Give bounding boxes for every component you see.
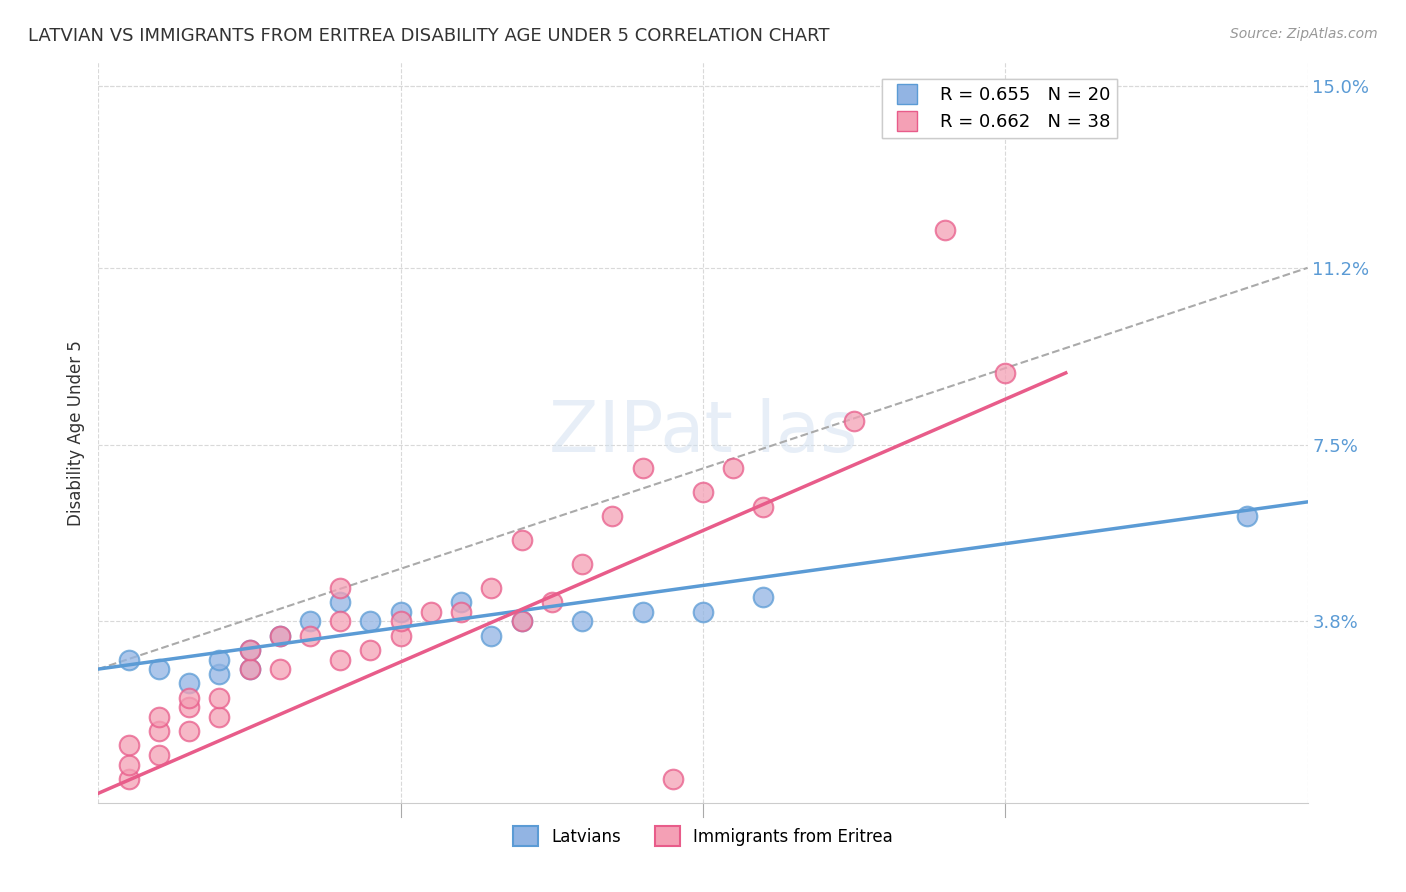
Text: Source: ZipAtlas.com: Source: ZipAtlas.com — [1230, 27, 1378, 41]
Point — [179, 700, 201, 714]
Y-axis label: Disability Age Under 5: Disability Age Under 5 — [66, 340, 84, 525]
Point — [661, 772, 683, 786]
Point — [752, 591, 775, 605]
Point — [239, 643, 262, 657]
Point — [329, 595, 352, 609]
Point — [994, 366, 1017, 380]
Point — [269, 662, 291, 676]
Point — [239, 643, 262, 657]
Point — [389, 629, 412, 643]
Point — [389, 605, 412, 619]
Point — [179, 690, 201, 705]
Point — [631, 605, 654, 619]
Point — [208, 710, 231, 724]
Point — [510, 615, 533, 629]
Point — [631, 461, 654, 475]
Point — [510, 615, 533, 629]
Point — [148, 747, 170, 762]
Point — [148, 662, 170, 676]
Text: LATVIAN VS IMMIGRANTS FROM ERITREA DISABILITY AGE UNDER 5 CORRELATION CHART: LATVIAN VS IMMIGRANTS FROM ERITREA DISAB… — [28, 27, 830, 45]
Point — [934, 222, 956, 236]
Point — [602, 509, 624, 524]
Point — [208, 652, 231, 666]
Point — [269, 629, 291, 643]
Point — [118, 772, 141, 786]
Point — [269, 629, 291, 643]
Point — [844, 414, 866, 428]
Point — [360, 615, 382, 629]
Point — [179, 724, 201, 739]
Point — [571, 557, 593, 571]
Point — [208, 666, 231, 681]
Point — [239, 662, 262, 676]
Point — [118, 652, 141, 666]
Point — [148, 724, 170, 739]
Point — [208, 690, 231, 705]
Point — [239, 662, 262, 676]
Point — [450, 605, 472, 619]
Legend: R = 0.655   N = 20, R = 0.662   N = 38: R = 0.655 N = 20, R = 0.662 N = 38 — [882, 78, 1118, 138]
Point — [329, 615, 352, 629]
Point — [1236, 509, 1258, 524]
Point — [571, 615, 593, 629]
Point — [118, 757, 141, 772]
Point — [299, 615, 322, 629]
Text: ZIPat las: ZIPat las — [548, 398, 858, 467]
Point — [329, 581, 352, 595]
Point — [420, 605, 443, 619]
Point — [389, 615, 412, 629]
Point — [450, 595, 472, 609]
Point — [329, 652, 352, 666]
Point — [540, 595, 562, 609]
Point — [481, 629, 503, 643]
Point — [723, 461, 745, 475]
Point — [481, 581, 503, 595]
Point — [752, 500, 775, 514]
Point — [360, 643, 382, 657]
Point — [692, 485, 714, 500]
Point — [692, 605, 714, 619]
Point — [118, 739, 141, 753]
Point — [510, 533, 533, 547]
Point — [179, 676, 201, 690]
Point — [148, 710, 170, 724]
Point — [299, 629, 322, 643]
